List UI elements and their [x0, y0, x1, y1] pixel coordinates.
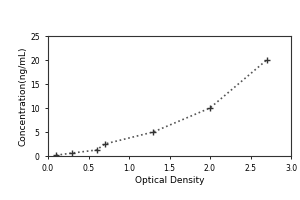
Y-axis label: Concentration(ng/mL): Concentration(ng/mL) — [18, 46, 27, 146]
X-axis label: Optical Density: Optical Density — [135, 176, 204, 185]
